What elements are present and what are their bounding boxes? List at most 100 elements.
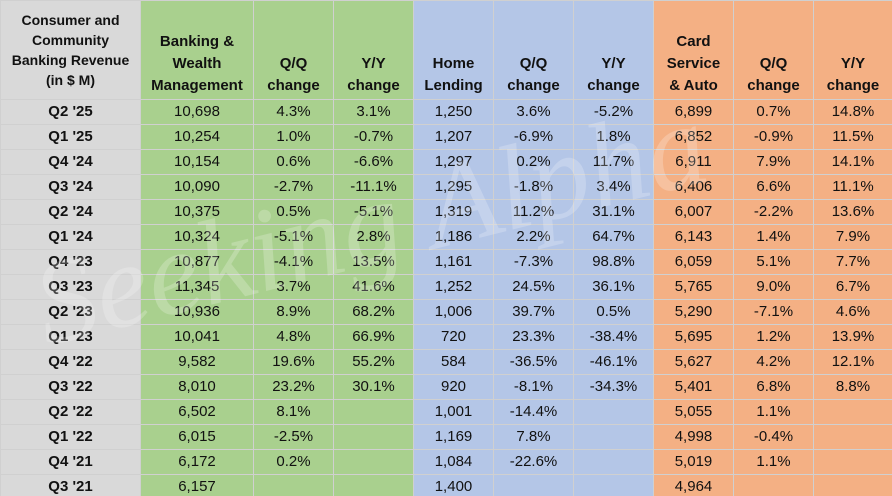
bwm-cell: 10,254 (140, 124, 254, 150)
hl-cell: 1,252 (413, 274, 494, 300)
bwm-cell: 6,172 (140, 449, 254, 475)
hl-qq-cell: -36.5% (493, 349, 574, 375)
csa-cell: 6,899 (653, 99, 734, 125)
bwm-yy-cell: -6.6% (333, 149, 414, 175)
bwm-yy-cell: -0.7% (333, 124, 414, 150)
csa-cell: 5,290 (653, 299, 734, 325)
bwm-yy-cell: 55.2% (333, 349, 414, 375)
hl-cell: 1,161 (413, 249, 494, 275)
bwm-qq-cell: 4.3% (253, 99, 334, 125)
csa-qq-cell: 6.6% (733, 174, 814, 200)
header-csa-qq: Q/Q change (733, 0, 814, 100)
csa-cell: 5,055 (653, 399, 734, 425)
table-row: Q1 '24 10,324 -5.1% 2.8% 1,186 2.2% 64.7% 6,143… (0, 224, 892, 250)
csa-yy-cell: 7.9% (813, 224, 892, 250)
period-cell: Q4 '24 (0, 149, 141, 175)
csa-qq-cell: 1.2% (733, 324, 814, 350)
bwm-qq-cell: -4.1% (253, 249, 334, 275)
csa-yy-cell: 11.1% (813, 174, 892, 200)
hl-yy-cell: -34.3% (573, 374, 654, 400)
hl-yy-cell (573, 424, 654, 450)
header-csa-yy: Y/Y change (813, 0, 892, 100)
bwm-yy-cell: 13.5% (333, 249, 414, 275)
bwm-qq-cell: -2.7% (253, 174, 334, 200)
csa-qq-cell: 0.7% (733, 99, 814, 125)
table-row: Q1 '25 10,254 1.0% -0.7% 1,207 -6.9% 1.8% 6,852… (0, 124, 892, 150)
csa-yy-cell: 8.8% (813, 374, 892, 400)
hl-qq-cell: 0.2% (493, 149, 574, 175)
bwm-yy-cell (333, 424, 414, 450)
period-cell: Q4 '23 (0, 249, 141, 275)
bwm-qq-cell: -5.1% (253, 224, 334, 250)
hl-qq-cell: 23.3% (493, 324, 574, 350)
period-cell: Q1 '22 (0, 424, 141, 450)
csa-qq-cell: 9.0% (733, 274, 814, 300)
csa-qq-cell: -7.1% (733, 299, 814, 325)
bwm-qq-cell: 1.0% (253, 124, 334, 150)
csa-cell: 6,143 (653, 224, 734, 250)
period-cell: Q2 '24 (0, 199, 141, 225)
table-row: Q4 '21 6,172 0.2% 1,084 -22.6% 5,019 1.1% (0, 449, 892, 475)
csa-qq-cell (733, 474, 814, 496)
period-cell: Q3 '23 (0, 274, 141, 300)
period-cell: Q1 '23 (0, 324, 141, 350)
header-row: Consumer and Community Banking Revenue (in … (0, 0, 892, 100)
header-bwm-qq: Q/Q change (253, 0, 334, 100)
csa-cell: 5,765 (653, 274, 734, 300)
csa-qq-cell: -0.4% (733, 424, 814, 450)
period-cell: Q1 '24 (0, 224, 141, 250)
bwm-cell: 10,936 (140, 299, 254, 325)
csa-cell: 6,852 (653, 124, 734, 150)
hl-qq-cell: 7.8% (493, 424, 574, 450)
hl-cell: 1,319 (413, 199, 494, 225)
period-cell: Q2 '22 (0, 399, 141, 425)
bwm-qq-cell: -2.5% (253, 424, 334, 450)
hl-yy-cell: 36.1% (573, 274, 654, 300)
csa-cell: 4,998 (653, 424, 734, 450)
hl-yy-cell (573, 449, 654, 475)
table-row: Q4 '22 9,582 19.6% 55.2% 584 -36.5% -46.1% 5,62… (0, 349, 892, 375)
bwm-cell: 6,157 (140, 474, 254, 496)
bwm-cell: 10,324 (140, 224, 254, 250)
bwm-yy-cell (333, 474, 414, 496)
csa-yy-cell: 12.1% (813, 349, 892, 375)
hl-cell: 920 (413, 374, 494, 400)
bwm-qq-cell: 0.2% (253, 449, 334, 475)
bwm-cell: 10,154 (140, 149, 254, 175)
bwm-qq-cell: 3.7% (253, 274, 334, 300)
period-cell: Q4 '22 (0, 349, 141, 375)
header-bwm: Banking & Wealth Management (140, 0, 254, 100)
table-row: Q3 '23 11,345 3.7% 41.6% 1,252 24.5% 36.1% 5,76… (0, 274, 892, 300)
bwm-qq-cell: 8.1% (253, 399, 334, 425)
hl-cell: 1,084 (413, 449, 494, 475)
csa-cell: 6,406 (653, 174, 734, 200)
period-cell: Q1 '25 (0, 124, 141, 150)
csa-yy-cell (813, 399, 892, 425)
bwm-yy-cell: 2.8% (333, 224, 414, 250)
table-row: Q1 '22 6,015 -2.5% 1,169 7.8% 4,998 -0.4% (0, 424, 892, 450)
bwm-yy-cell (333, 399, 414, 425)
csa-yy-cell: 7.7% (813, 249, 892, 275)
csa-yy-cell: 13.6% (813, 199, 892, 225)
bwm-qq-cell: 0.6% (253, 149, 334, 175)
csa-yy-cell: 14.8% (813, 99, 892, 125)
table-row: Q4 '24 10,154 0.6% -6.6% 1,297 0.2% 11.7% 6,911… (0, 149, 892, 175)
period-cell: Q3 '21 (0, 474, 141, 496)
header-hl: Home Lending (413, 0, 494, 100)
bwm-cell: 10,375 (140, 199, 254, 225)
bwm-yy-cell: 41.6% (333, 274, 414, 300)
hl-qq-cell: 2.2% (493, 224, 574, 250)
hl-yy-cell (573, 474, 654, 496)
table-row: Q4 '23 10,877 -4.1% 13.5% 1,161 -7.3% 98.8% 6,0… (0, 249, 892, 275)
hl-yy-cell: 31.1% (573, 199, 654, 225)
csa-qq-cell: 7.9% (733, 149, 814, 175)
bwm-qq-cell: 8.9% (253, 299, 334, 325)
hl-cell: 1,207 (413, 124, 494, 150)
csa-yy-cell: 14.1% (813, 149, 892, 175)
csa-cell: 4,964 (653, 474, 734, 496)
csa-cell: 5,695 (653, 324, 734, 350)
header-label: Consumer and Community Banking Revenue (in … (0, 0, 141, 100)
csa-yy-cell (813, 449, 892, 475)
hl-yy-cell: -38.4% (573, 324, 654, 350)
